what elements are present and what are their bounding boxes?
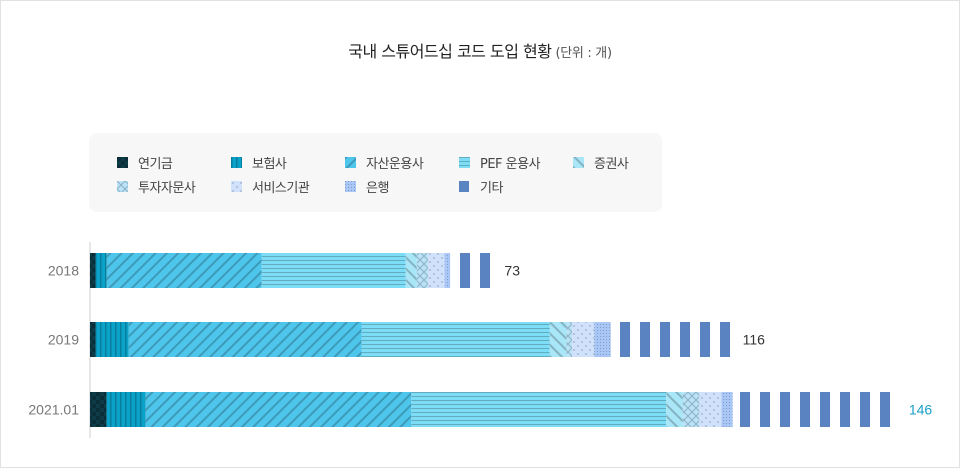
bar-segment (361, 322, 550, 357)
legend-item: 서비스기관 (231, 177, 310, 196)
bar-segment (594, 322, 611, 357)
bar-segment (699, 392, 722, 427)
legend-item: 자산운용사 (345, 153, 424, 172)
bars-group: 2018 73 2019 116 2021.01 146 (28, 242, 932, 438)
total-label: 73 (504, 263, 520, 279)
legend-swatch (459, 157, 470, 168)
legend-swatch (345, 157, 356, 168)
bar-segment (571, 322, 595, 357)
bar-segment (450, 253, 495, 288)
chart-unit: (단위 : 개) (555, 46, 612, 61)
bar-segment (427, 253, 445, 288)
legend-item: PEF 운용사 (459, 153, 541, 172)
legend-label: 서비스기관 (252, 181, 310, 196)
bar-segment (90, 392, 107, 427)
category-label: 2021.01 (28, 402, 79, 418)
bar-segment (682, 392, 700, 427)
bar-segment (549, 322, 567, 357)
bar-segment (128, 322, 362, 357)
bar-segment (416, 253, 428, 288)
bar-segment (411, 392, 667, 427)
bar-segment (444, 253, 451, 288)
bar-segment (405, 253, 417, 288)
bar-segment (666, 392, 683, 427)
category-label: 2018 (48, 263, 79, 279)
total-label: 146 (909, 402, 933, 418)
legend-swatch (231, 181, 242, 192)
legend-label: 기타 (480, 181, 503, 196)
legend-item: 연기금 (117, 153, 173, 172)
legend-label: 자산운용사 (366, 157, 424, 172)
legend-item: 투자자문사 (117, 177, 196, 196)
legend-item: 증권사 (573, 153, 629, 172)
bar-segment (261, 253, 406, 288)
legend-item: 보험사 (231, 153, 287, 172)
bar-segment (145, 392, 412, 427)
legend-label: PEF 운용사 (480, 157, 541, 172)
bar-segment (610, 322, 733, 357)
bar-segment (732, 392, 899, 427)
bar-segment (566, 322, 572, 357)
legend-swatch (117, 157, 128, 168)
chart-title-wrap: 국내 스튜어드십 코드 도입 현황 (단위 : 개) (0, 38, 960, 62)
legend-label: 연기금 (138, 157, 173, 172)
bar-segment (95, 322, 129, 357)
legend-swatch (459, 181, 470, 192)
legend-label: 투자자문사 (138, 181, 196, 196)
bar-segment (106, 253, 262, 288)
legend-swatch (117, 181, 128, 192)
bar-segment (90, 253, 96, 288)
total-label: 116 (743, 332, 766, 348)
legend-label: 증권사 (594, 157, 629, 172)
bar-segment (90, 322, 96, 357)
bar-segment (106, 392, 146, 427)
legend-item: 은행 (345, 177, 389, 196)
category-label: 2019 (48, 332, 79, 348)
legend-label: 보험사 (252, 157, 287, 172)
bar-segment (721, 392, 733, 427)
legend-label: 은행 (366, 181, 389, 196)
chart-title: 국내 스튜어드십 코드 도입 현황 (348, 42, 552, 61)
legend-swatch (231, 157, 242, 168)
legend-item: 기타 (459, 177, 503, 196)
legend-swatch (345, 181, 356, 192)
legend-swatch (573, 157, 584, 168)
bar-segment (95, 253, 107, 288)
